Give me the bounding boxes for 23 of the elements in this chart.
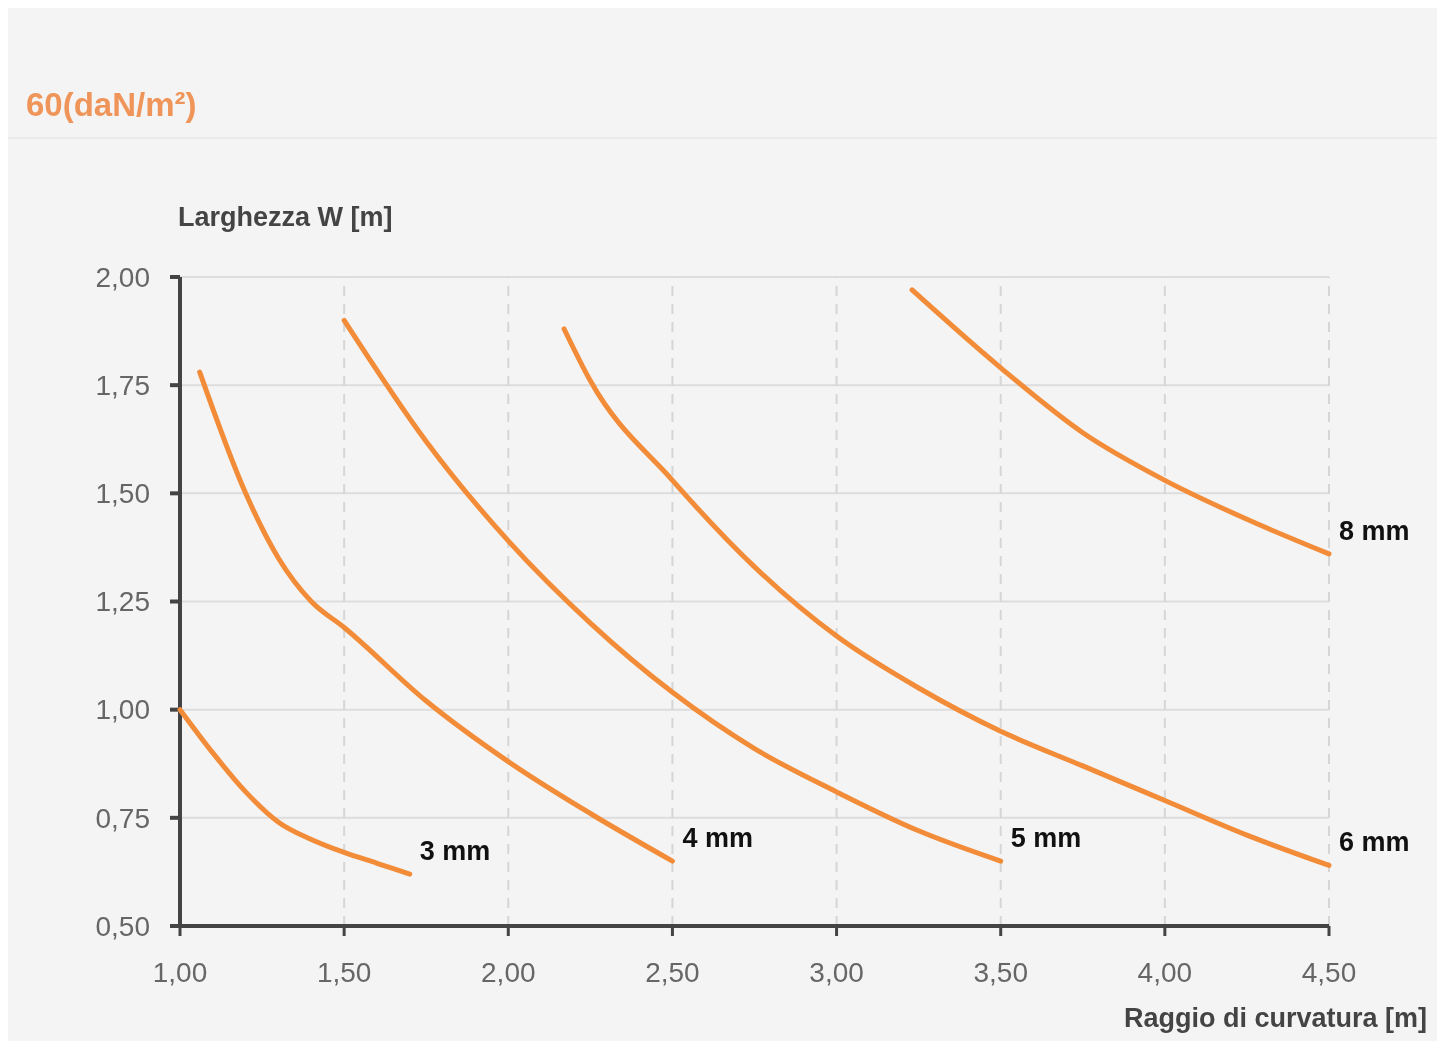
y-tick-label: 1,75 xyxy=(95,369,150,401)
x-tick-label: 1,50 xyxy=(316,957,372,988)
y-tick-label: 0,75 xyxy=(95,802,150,834)
x-tick-label: 2,50 xyxy=(645,957,700,988)
x-tick-label: 4,00 xyxy=(1137,957,1193,988)
series-label: 6 mm xyxy=(1339,827,1410,858)
x-tick-label: 3,50 xyxy=(973,957,1028,988)
x-tick-label: 2,00 xyxy=(481,957,536,988)
y-tick-label: 1,50 xyxy=(95,478,150,510)
chart-title: 60(daN/m²) xyxy=(26,86,197,123)
x-axis-title: Raggio di curvatura [m] xyxy=(1123,1003,1427,1033)
y-tick-label: 1,00 xyxy=(95,694,150,726)
y-axis-title: Larghezza W [m] xyxy=(178,202,393,232)
y-tick-label: 0,50 xyxy=(95,910,150,942)
series-label: 5 mm xyxy=(1010,823,1082,854)
series-label: 4 mm xyxy=(682,823,753,854)
series-label: 8 mm xyxy=(1339,515,1410,546)
x-tick-label: 4,50 xyxy=(1301,957,1357,988)
x-tick-label: 3,00 xyxy=(809,957,864,988)
series-label: 3 mm xyxy=(419,836,491,867)
y-tick-label: 1,25 xyxy=(95,586,150,618)
x-tick-label: 1,00 xyxy=(152,957,208,988)
y-tick-label: 2,00 xyxy=(95,261,150,293)
